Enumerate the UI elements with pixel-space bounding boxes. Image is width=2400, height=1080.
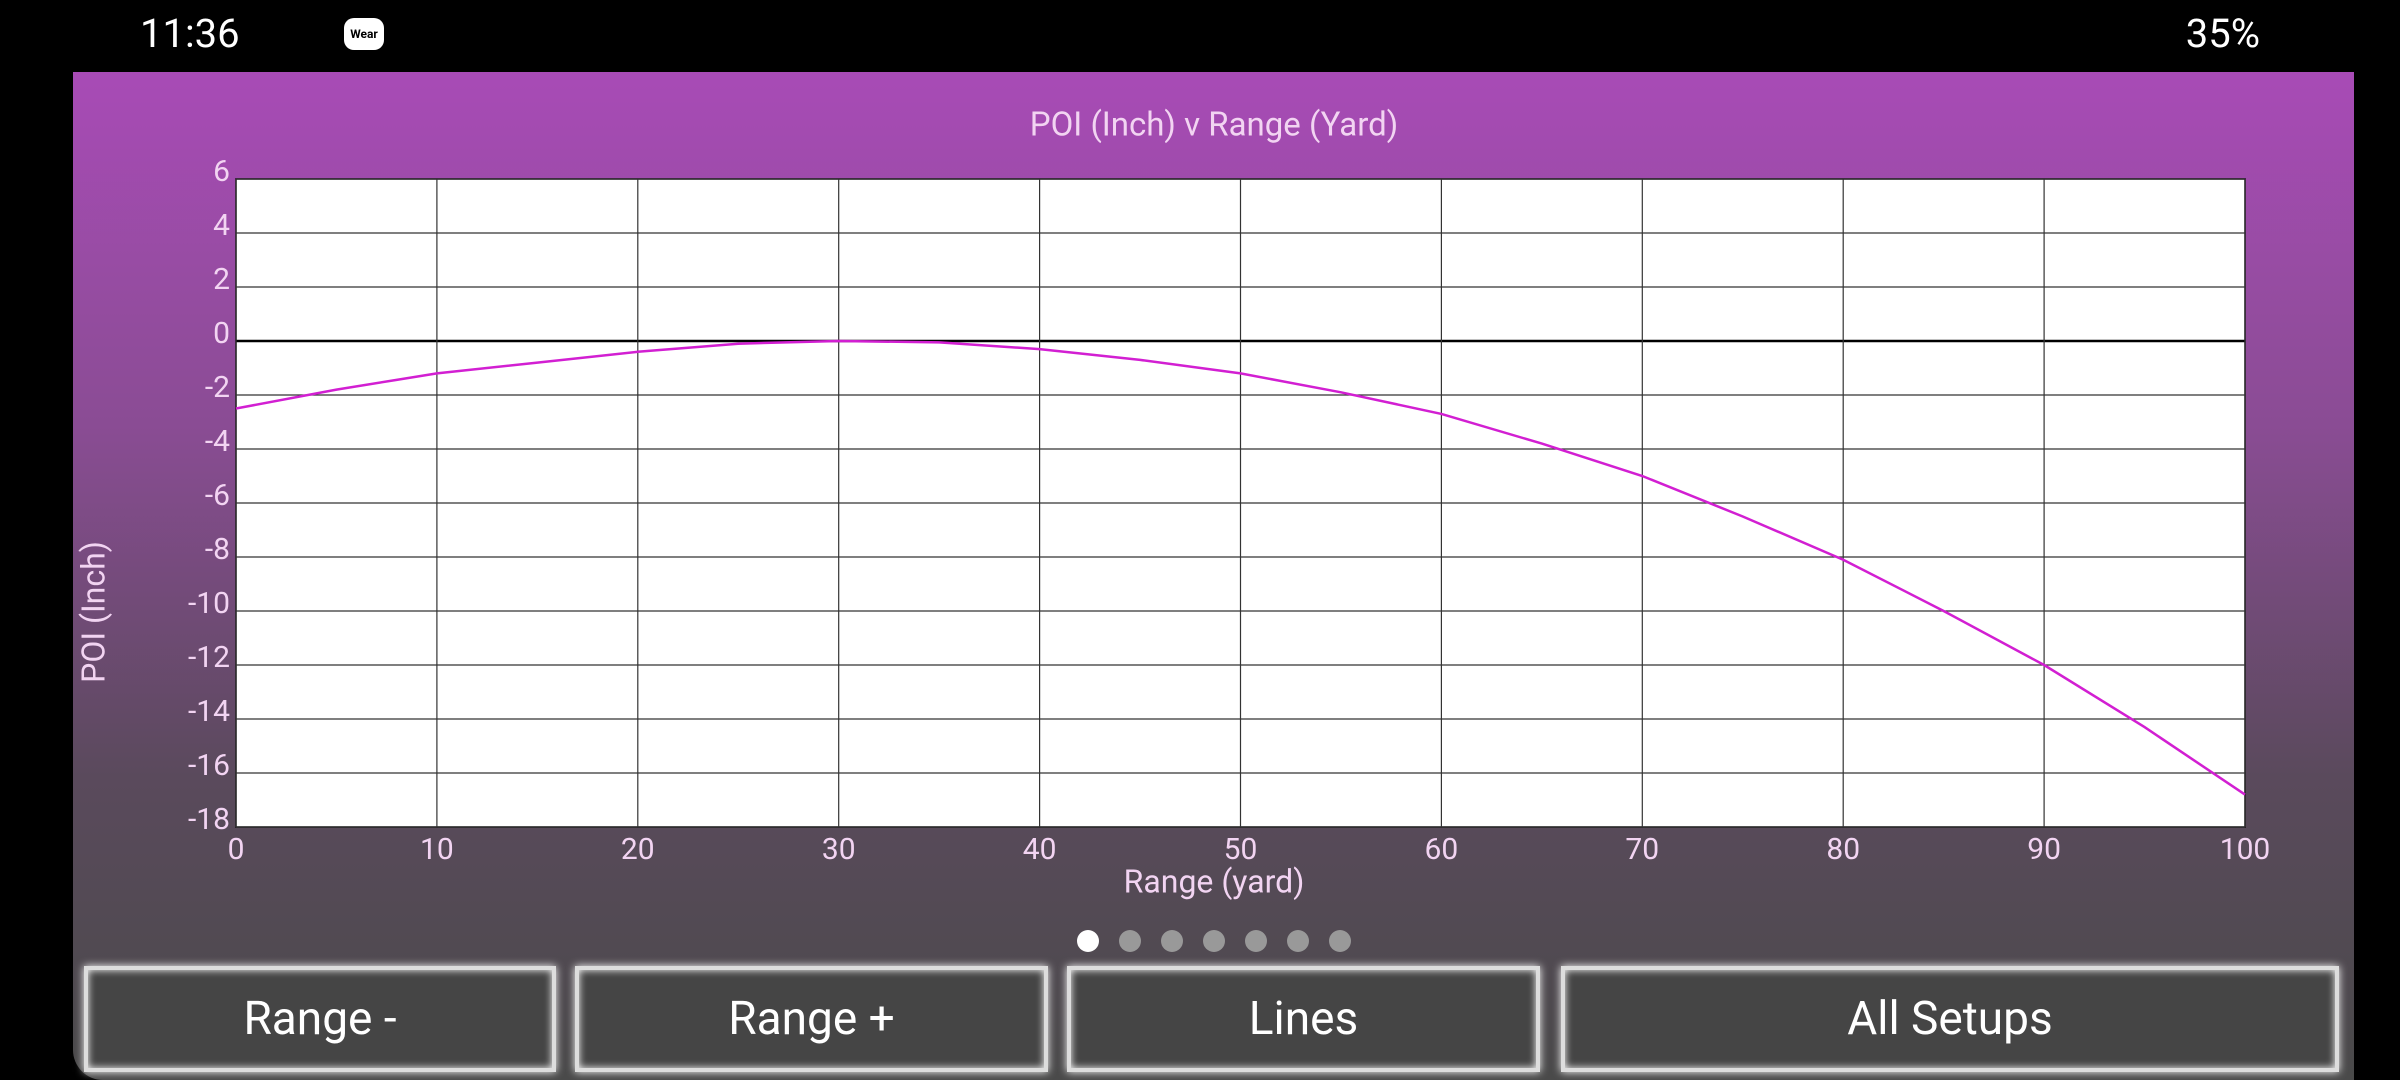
clock: 11:36 xyxy=(140,10,240,57)
y-tick-label: -4 xyxy=(205,424,230,459)
y-tick-label: -14 xyxy=(188,694,230,729)
x-tick-label: 30 xyxy=(822,832,856,867)
wear-icon: Wear xyxy=(344,18,384,50)
x-tick-label: 70 xyxy=(1625,832,1659,867)
page-dot[interactable] xyxy=(1245,930,1267,952)
page-dot[interactable] xyxy=(1161,930,1183,952)
trajectory-line xyxy=(235,339,2246,796)
x-tick-label: 50 xyxy=(1224,832,1258,867)
x-tick-label: 90 xyxy=(2027,832,2061,867)
x-axis-label: Range (yard) xyxy=(1124,862,1305,900)
page-dot[interactable] xyxy=(1077,930,1099,952)
page-dot[interactable] xyxy=(1287,930,1309,952)
x-tick-label: 80 xyxy=(1826,832,1860,867)
y-tick-label: -2 xyxy=(205,370,230,405)
x-tick-label: 20 xyxy=(621,832,655,867)
battery-level: 35% xyxy=(2185,10,2260,57)
x-tick-label: 100 xyxy=(2220,832,2271,867)
page-dot[interactable] xyxy=(1329,930,1351,952)
y-tick-label: 0 xyxy=(213,316,230,351)
y-tick-label: -10 xyxy=(188,586,230,621)
chart-title: POI (Inch) v Range (Yard) xyxy=(1030,106,1398,145)
y-axis-label: POI (Inch) xyxy=(74,541,112,683)
page-dot[interactable] xyxy=(1119,930,1141,952)
status-bar: 11:36 Wear 35% xyxy=(0,0,2400,70)
y-tick-label: -16 xyxy=(188,748,230,783)
y-tick-label: 4 xyxy=(213,208,230,243)
x-tick-label: 60 xyxy=(1425,832,1459,867)
y-tick-label: 6 xyxy=(213,154,230,189)
range-plus-button[interactable]: Range + xyxy=(575,966,1048,1072)
lines-button[interactable]: Lines xyxy=(1067,966,1540,1072)
x-tick-label: 10 xyxy=(420,832,454,867)
page-dot[interactable] xyxy=(1203,930,1225,952)
x-tick-label: 40 xyxy=(1023,832,1057,867)
y-tick-label: 2 xyxy=(213,262,230,297)
range-minus-button[interactable]: Range - xyxy=(84,966,556,1072)
y-tick-label: -12 xyxy=(188,640,230,675)
y-tick-label: -18 xyxy=(188,802,230,837)
y-tick-label: -6 xyxy=(205,478,230,513)
all-setups-button[interactable]: All Setups xyxy=(1561,966,2339,1072)
x-tick-label: 0 xyxy=(228,832,245,867)
y-tick-label: -8 xyxy=(205,532,230,567)
